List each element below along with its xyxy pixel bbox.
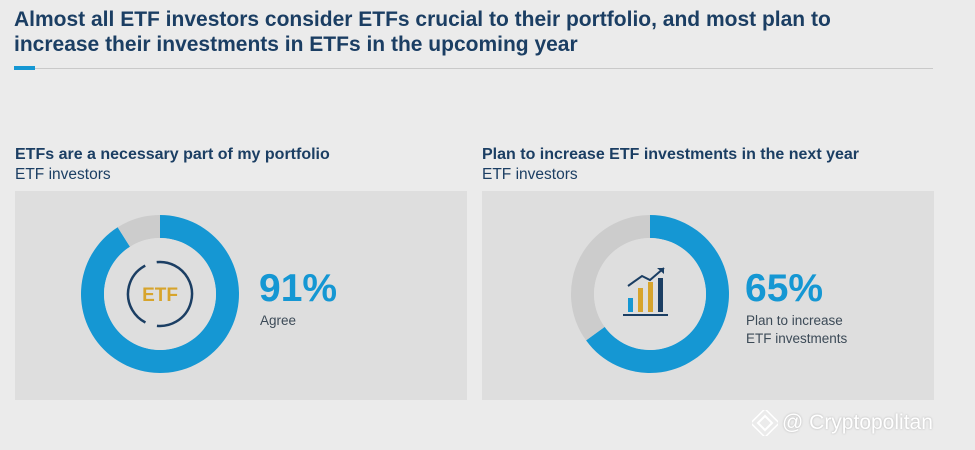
donut-hole (104, 238, 216, 350)
watermark-text: @ Cryptopolitan (782, 411, 933, 434)
panel-2-card: 65% Plan to increase ETF investments (482, 191, 934, 400)
donut-chart-2 (571, 215, 729, 373)
panel-1-title: ETFs are a necessary part of my portfoli… (15, 146, 330, 163)
panel-1-percent: 91% (259, 267, 338, 310)
title-divider (35, 68, 933, 69)
donut-chart-1: ETF (80, 215, 240, 373)
growth-bar-chart-icon (623, 267, 668, 316)
panel-1-card: ETF 91% Agree (15, 191, 467, 400)
title-accent-bar (14, 66, 35, 70)
donut-slice-remainder (571, 215, 650, 341)
panel-1-label: Agree (260, 313, 297, 328)
donut-slice-primary (586, 215, 729, 373)
etf-badge-text: ETF (142, 285, 178, 306)
donut-slice-remainder (117, 215, 160, 247)
etf-badge-icon: ETF (126, 260, 194, 328)
panel-2-title: Plan to increase ETF investments in the … (482, 146, 860, 163)
panel-2-percent: 65% (745, 267, 824, 310)
diamond-logo-icon (752, 410, 778, 436)
panel-2-label: Plan to increase ETF investments (746, 313, 848, 346)
panel-2-subtitle: ETF investors (482, 166, 578, 183)
watermark: @ Cryptopolitan (752, 410, 933, 436)
panel-1-subtitle: ETF investors (15, 166, 111, 183)
page-title: Almost all ETF investors consider ETFs c… (14, 8, 831, 56)
